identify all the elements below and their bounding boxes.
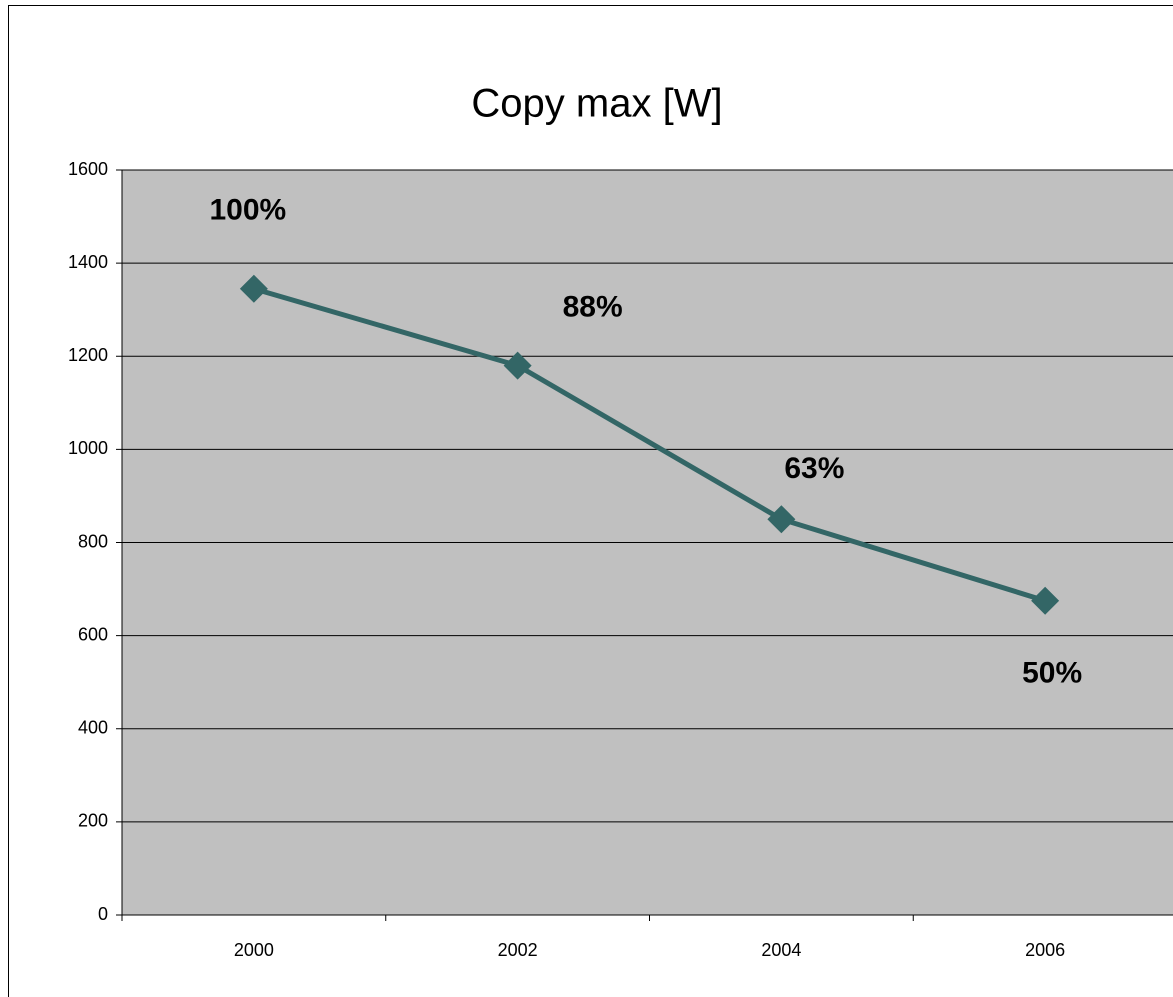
point-marker: [503, 351, 532, 380]
y-tick-label: 400: [78, 718, 108, 738]
annotation: 88%: [563, 290, 623, 323]
y-tick-label: 1000: [68, 438, 108, 458]
y-tick-label: 1600: [68, 159, 108, 179]
annotation: 50%: [1022, 657, 1082, 690]
x-tick-label: 2006: [1025, 940, 1065, 960]
y-tick-label: 800: [78, 531, 108, 551]
y-tick-label: 1200: [68, 345, 108, 365]
y-tick-label: 200: [78, 811, 108, 831]
x-tick-label: 2002: [498, 940, 538, 960]
x-tick-label: 2004: [761, 940, 801, 960]
y-tick-label: 0: [98, 904, 108, 924]
annotation: 63%: [784, 452, 844, 485]
point-marker: [239, 274, 268, 303]
y-tick-label: 600: [78, 624, 108, 644]
series-line: [253, 286, 1046, 604]
annotation: 100%: [210, 194, 287, 227]
chart-title: Copy max [W]: [471, 82, 722, 126]
point-marker: [767, 505, 796, 534]
x-tick-label: 2000: [234, 940, 274, 960]
y-tick-label: 1400: [68, 252, 108, 272]
point-marker: [1031, 586, 1060, 615]
